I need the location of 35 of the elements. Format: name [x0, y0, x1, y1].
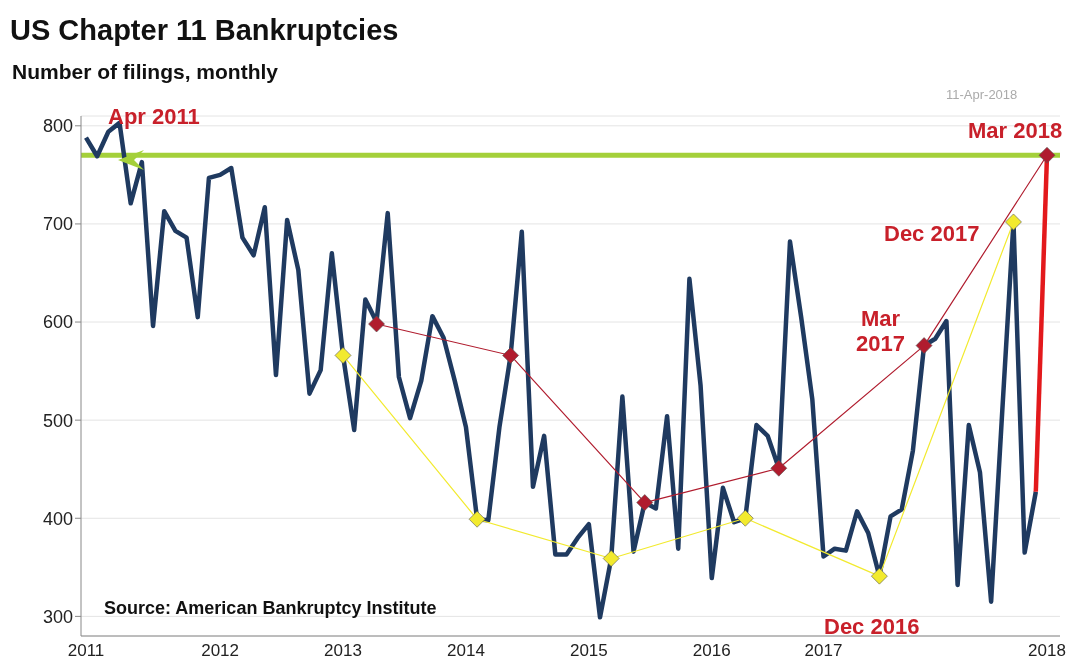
point: [368, 315, 385, 333]
x-tick-label: 2011: [67, 641, 105, 661]
point: [871, 567, 888, 585]
y-tick-label: 700: [42, 214, 73, 235]
x-tick-label: 2018: [1028, 641, 1066, 661]
x-tick-label: 2015: [569, 641, 608, 661]
y-tick-label: 400: [42, 508, 73, 529]
annotation: Apr 2011: [108, 104, 200, 130]
annotation: Dec 2016: [824, 614, 920, 640]
point: [736, 509, 754, 527]
x-tick-label: 2016: [692, 641, 731, 661]
y-tick-label: 800: [42, 116, 73, 137]
x-tick-label: 2014: [447, 641, 485, 661]
y-tick-label: 600: [42, 312, 73, 333]
point: [334, 347, 352, 364]
point: [602, 550, 620, 567]
x-tick-label: 2012: [201, 641, 240, 661]
point: [502, 347, 519, 364]
point: [915, 337, 933, 354]
chart-title: US Chapter 11 Bankruptcies: [10, 14, 399, 47]
point: [468, 510, 486, 528]
y-tick-label: 300: [42, 606, 73, 627]
x-tick-label: 2013: [324, 641, 362, 661]
annotation: Mar 2018: [968, 118, 1063, 144]
point: [770, 459, 788, 477]
text: 11-Apr-2018: [946, 87, 1018, 103]
annotation: Dec 2017: [884, 221, 980, 247]
x-tick-label: 2017: [804, 641, 843, 661]
point: [636, 494, 654, 511]
y-tick-label: 500: [42, 410, 73, 431]
point: [1038, 146, 1056, 164]
point: [1005, 213, 1022, 231]
annotation: Source: American Bankruptcy Institute: [104, 598, 437, 619]
annotation: Mar 2017: [856, 306, 905, 357]
chart-subtitle: Number of filings, monthly: [12, 60, 278, 84]
